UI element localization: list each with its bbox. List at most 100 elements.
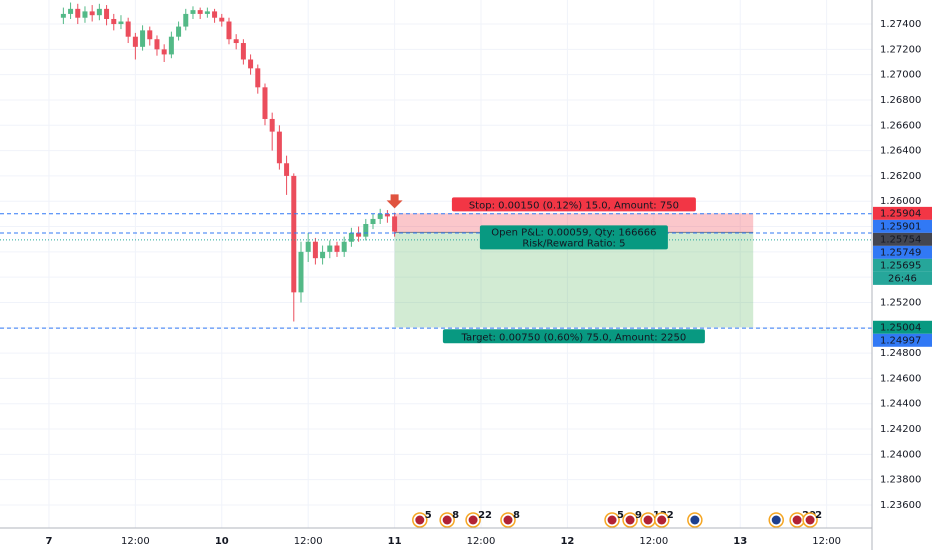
- event-count: 2: [667, 510, 674, 521]
- x-tick-label: 11: [388, 536, 402, 547]
- y-tick-label: 1.23800: [880, 475, 921, 486]
- candle-body: [384, 213, 390, 217]
- x-tick-label: 12:00: [294, 536, 323, 547]
- event-flag: [625, 515, 635, 525]
- candle-body: [363, 224, 369, 237]
- x-tick-label: 12:00: [812, 536, 841, 547]
- event-flag: [643, 515, 653, 525]
- y-tick-label: 1.27200: [880, 44, 921, 55]
- pnl-label: Open P&L: 0.00059, Qty: 166666: [491, 227, 656, 238]
- price-label-box: [873, 320, 932, 334]
- y-tick-label: 1.24600: [880, 373, 921, 384]
- candle-body: [89, 11, 95, 16]
- y-tick-label: 1.26800: [880, 95, 921, 106]
- candle-body: [190, 10, 196, 14]
- price-label-box: [873, 333, 932, 347]
- rr-label: Risk/Reward Ratio: 5: [522, 238, 625, 249]
- event-count: 5: [425, 510, 432, 521]
- y-tick-label: 1.27000: [880, 70, 921, 81]
- pnl-label-box: [479, 225, 668, 250]
- candle-body: [233, 39, 239, 44]
- candle-body: [168, 36, 174, 55]
- price-label: 1.25004: [880, 322, 921, 333]
- candle-body: [255, 68, 261, 88]
- price-label: 1.25904: [880, 208, 921, 219]
- event-flag: [442, 515, 452, 525]
- candle-body: [154, 39, 160, 50]
- y-tick-label: 1.26400: [880, 146, 921, 157]
- price-label-box: [873, 258, 932, 272]
- x-tick-label: 12:00: [639, 536, 668, 547]
- event-flag: [792, 515, 802, 525]
- event-flag: [607, 515, 617, 525]
- event-flag: [771, 515, 781, 525]
- y-tick-label: 1.24200: [880, 424, 921, 435]
- entry-arrow: [386, 194, 403, 209]
- candle-body: [262, 87, 268, 119]
- event-count: 8: [452, 510, 459, 521]
- price-label-box: [873, 206, 932, 220]
- candle-body: [132, 36, 138, 47]
- event-flag: [690, 515, 700, 525]
- price-label: 1.25749: [880, 247, 921, 258]
- candle-body: [147, 30, 153, 40]
- candle-body: [312, 241, 318, 259]
- candle-body: [356, 232, 362, 237]
- event-count: 22: [478, 510, 492, 521]
- candle-body: [240, 43, 246, 60]
- candle-body: [68, 8, 74, 14]
- price-label: 1.25901: [880, 221, 921, 232]
- candle-body: [348, 232, 354, 242]
- candle-body: [176, 26, 182, 37]
- event-count: 8: [513, 510, 520, 521]
- y-tick-label: 1.26200: [880, 171, 921, 182]
- candle-body: [75, 8, 81, 18]
- target-label-box: [442, 329, 705, 344]
- event-flag: [657, 515, 667, 525]
- x-tick-label: 7: [45, 536, 52, 547]
- y-tick-label: 1.23600: [880, 500, 921, 511]
- candle-body: [327, 245, 333, 252]
- y-tick-label: 1.24400: [880, 399, 921, 410]
- candle-body: [183, 13, 189, 27]
- stop-label-box: [451, 197, 696, 212]
- event-flag: [503, 515, 513, 525]
- candle-body: [248, 59, 254, 69]
- countdown-box: [873, 271, 932, 285]
- y-tick-label: 1.26600: [880, 120, 921, 131]
- y-tick-label: 1.26000: [880, 196, 921, 207]
- candle-body: [341, 241, 347, 252]
- event-count: 9: [635, 510, 642, 521]
- y-tick-label: 1.24800: [880, 348, 921, 359]
- event-count: 5: [617, 510, 624, 521]
- candle-body: [320, 251, 326, 259]
- event-flag: [415, 515, 425, 525]
- price-label: 1.25695: [880, 260, 921, 271]
- candle-body: [60, 13, 66, 18]
- candle-body: [111, 18, 117, 25]
- candle-body: [125, 21, 131, 37]
- candle-body: [226, 21, 232, 40]
- candle-body: [140, 30, 146, 47]
- candle-body: [197, 10, 203, 14]
- candle-body: [82, 11, 88, 18]
- candle-body: [204, 11, 210, 14]
- candle-body: [212, 11, 218, 18]
- candle-body: [305, 241, 311, 252]
- candle-body: [118, 21, 124, 25]
- x-tick-label: 12:00: [467, 536, 496, 547]
- candle-body: [276, 131, 282, 164]
- x-tick-label: 10: [215, 536, 229, 547]
- price-label: 1.25754: [880, 234, 921, 245]
- stop-label: Stop: 0.00150 (0.12%) 15.0, Amount: 750: [469, 200, 679, 211]
- price-label: 1.24997: [880, 335, 921, 346]
- candle-body: [334, 245, 340, 252]
- event-count: 2: [815, 510, 822, 521]
- candle-body: [291, 175, 297, 293]
- y-tick-label: 1.24000: [880, 449, 921, 460]
- candle-body: [104, 8, 110, 19]
- candle-body: [392, 216, 398, 232]
- candle-body: [219, 17, 225, 22]
- event-flag: [805, 515, 815, 525]
